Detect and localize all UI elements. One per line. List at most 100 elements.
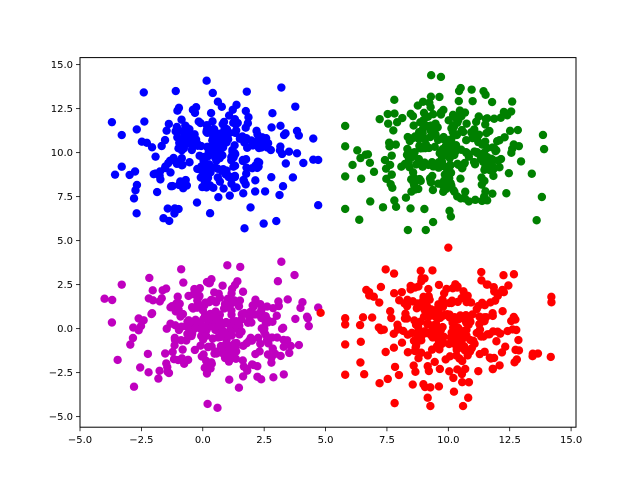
data-point bbox=[356, 174, 366, 183]
data-point bbox=[177, 322, 186, 331]
data-point bbox=[238, 287, 248, 296]
data-point bbox=[355, 320, 365, 330]
data-point bbox=[340, 340, 350, 349]
data-point bbox=[448, 318, 457, 327]
data-point bbox=[356, 337, 365, 346]
data-point bbox=[389, 126, 398, 135]
data-point bbox=[247, 336, 257, 345]
data-point bbox=[391, 202, 401, 212]
data-point bbox=[173, 292, 182, 301]
data-point bbox=[216, 332, 225, 342]
data-point bbox=[464, 320, 473, 329]
data-point bbox=[539, 144, 549, 154]
data-point bbox=[449, 387, 459, 396]
data-point bbox=[451, 336, 460, 345]
data-point bbox=[485, 353, 495, 362]
data-point bbox=[134, 326, 143, 335]
data-point bbox=[473, 147, 482, 157]
data-point bbox=[182, 181, 192, 190]
data-point bbox=[445, 310, 454, 319]
data-point bbox=[278, 182, 288, 191]
data-point bbox=[456, 343, 465, 352]
data-point bbox=[428, 266, 437, 275]
data-point bbox=[166, 182, 176, 191]
data-point bbox=[464, 152, 474, 161]
data-point bbox=[176, 312, 185, 321]
data-point bbox=[463, 291, 472, 300]
data-point bbox=[394, 370, 404, 380]
data-point bbox=[365, 291, 374, 300]
data-point bbox=[443, 136, 453, 146]
data-point bbox=[283, 295, 292, 304]
y-tick-label: 5.0 bbox=[57, 236, 73, 247]
data-point bbox=[461, 187, 470, 196]
data-point bbox=[488, 189, 497, 198]
data-point bbox=[288, 173, 298, 182]
data-point bbox=[292, 149, 302, 158]
data-point bbox=[489, 114, 499, 123]
data-point bbox=[181, 121, 190, 130]
data-point bbox=[420, 158, 429, 167]
data-point bbox=[157, 141, 166, 151]
data-point bbox=[242, 87, 251, 96]
data-point bbox=[430, 357, 439, 367]
data-point bbox=[110, 170, 120, 179]
data-point bbox=[179, 278, 188, 287]
data-point bbox=[129, 194, 139, 203]
data-point bbox=[355, 215, 364, 224]
data-point bbox=[239, 177, 249, 186]
data-point bbox=[460, 326, 469, 336]
data-point bbox=[380, 155, 390, 165]
data-point bbox=[384, 138, 394, 147]
data-point bbox=[482, 128, 491, 138]
data-point bbox=[434, 280, 444, 290]
data-point bbox=[340, 314, 350, 323]
data-point bbox=[416, 144, 425, 153]
data-point bbox=[480, 300, 489, 310]
data-point bbox=[480, 176, 489, 186]
data-point bbox=[148, 286, 157, 295]
data-point bbox=[185, 158, 194, 167]
data-point bbox=[431, 319, 441, 329]
data-point bbox=[191, 315, 200, 325]
data-point bbox=[448, 121, 458, 130]
data-point bbox=[435, 364, 445, 374]
data-point bbox=[481, 114, 491, 124]
data-point bbox=[460, 194, 470, 203]
data-point bbox=[205, 209, 215, 218]
data-point bbox=[457, 145, 466, 154]
data-point bbox=[462, 298, 471, 307]
data-point bbox=[172, 159, 182, 169]
data-point bbox=[426, 92, 436, 101]
data-point bbox=[527, 169, 536, 178]
data-point bbox=[202, 183, 211, 192]
data-point bbox=[426, 401, 435, 411]
data-point bbox=[277, 149, 287, 159]
data-point bbox=[516, 157, 526, 166]
series-0 bbox=[107, 76, 323, 233]
data-point bbox=[193, 296, 202, 305]
data-point bbox=[217, 102, 227, 112]
data-point bbox=[501, 342, 510, 351]
data-point bbox=[148, 296, 158, 305]
data-point bbox=[407, 328, 417, 338]
data-point bbox=[403, 225, 413, 235]
data-point bbox=[234, 302, 244, 311]
data-point bbox=[430, 128, 439, 138]
data-point bbox=[390, 196, 399, 205]
data-point bbox=[260, 187, 270, 196]
data-point bbox=[499, 271, 508, 280]
data-point bbox=[170, 341, 179, 350]
data-point bbox=[132, 125, 141, 134]
data-point bbox=[107, 318, 117, 327]
data-point bbox=[500, 133, 509, 142]
data-point bbox=[216, 341, 226, 351]
data-point bbox=[449, 185, 458, 195]
data-point bbox=[407, 153, 416, 162]
data-point bbox=[151, 152, 160, 161]
data-point bbox=[420, 274, 429, 283]
data-point bbox=[190, 108, 200, 118]
data-point bbox=[202, 277, 212, 287]
data-point bbox=[147, 309, 157, 318]
data-point bbox=[490, 296, 500, 305]
